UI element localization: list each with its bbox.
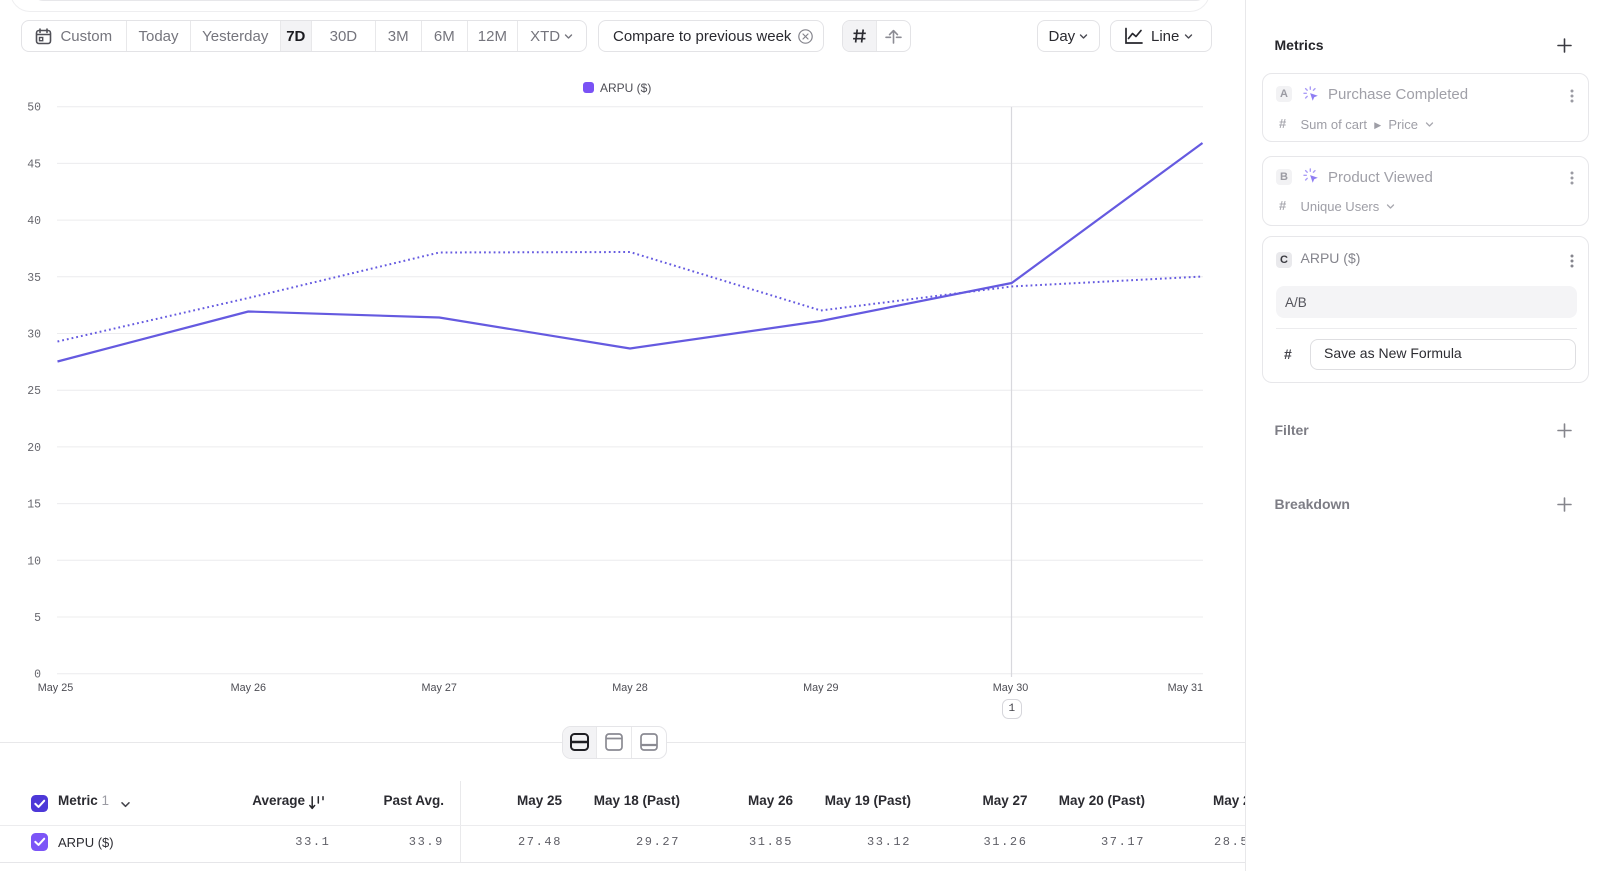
svg-text:10: 10	[27, 555, 41, 568]
svg-text:May 31: May 31	[1168, 682, 1203, 694]
svg-text:45: 45	[27, 158, 41, 171]
svg-text:20: 20	[27, 442, 41, 455]
svg-text:35: 35	[27, 272, 41, 285]
svg-text:May 26: May 26	[231, 682, 266, 694]
svg-text:May 29: May 29	[803, 682, 838, 694]
svg-text:40: 40	[27, 215, 41, 228]
svg-text:May 25: May 25	[38, 682, 73, 694]
svg-text:5: 5	[34, 612, 41, 625]
svg-text:15: 15	[27, 499, 41, 512]
svg-text:30: 30	[27, 329, 41, 342]
svg-text:50: 50	[27, 102, 41, 115]
svg-text:May 28: May 28	[612, 682, 647, 694]
svg-text:May 27: May 27	[421, 682, 456, 694]
svg-text:25: 25	[27, 385, 41, 398]
svg-text:0: 0	[34, 669, 41, 682]
svg-text:May 30: May 30	[993, 682, 1028, 694]
